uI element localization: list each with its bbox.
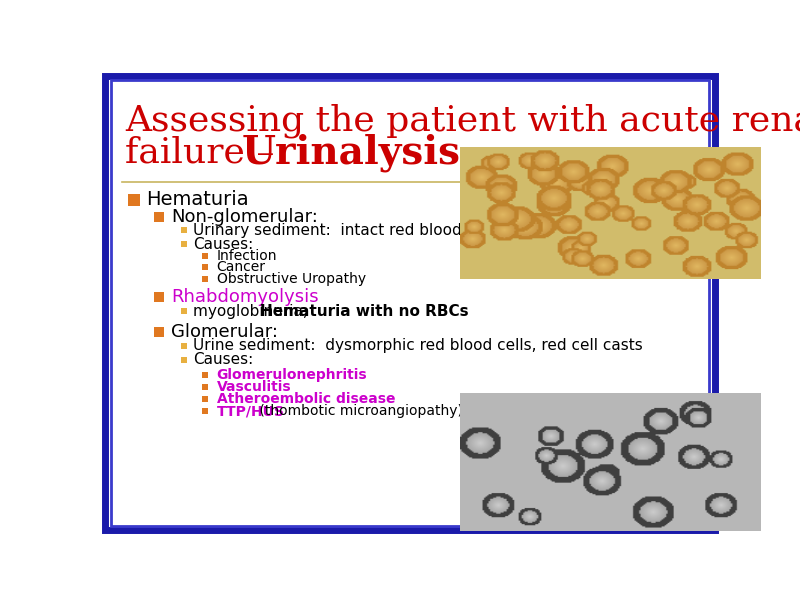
Text: (thombotic microangiopathy): (thombotic microangiopathy) — [255, 404, 463, 418]
Text: myoglobinuria;: myoglobinuria; — [193, 304, 318, 319]
Text: Hematuria with no RBCs: Hematuria with no RBCs — [260, 304, 469, 319]
Text: Urine sediment:  dysmorphic red blood cells, red cell casts: Urine sediment: dysmorphic red blood cel… — [193, 338, 642, 353]
Text: Causes:: Causes: — [193, 237, 254, 252]
Text: Hematuria: Hematuria — [146, 190, 249, 209]
FancyBboxPatch shape — [111, 80, 709, 526]
Text: Causes:: Causes: — [193, 352, 254, 367]
Text: Glomerular:: Glomerular: — [171, 323, 278, 341]
Text: Rhabdomyolysis: Rhabdomyolysis — [171, 289, 319, 307]
Text: Obstructive Uropathy: Obstructive Uropathy — [217, 272, 366, 286]
Text: Cancer: Cancer — [217, 260, 266, 274]
Text: Infection: Infection — [217, 249, 277, 263]
Text: Atheroembolic disease: Atheroembolic disease — [217, 392, 395, 406]
FancyBboxPatch shape — [105, 76, 715, 530]
Text: Non-glomerular:: Non-glomerular: — [171, 208, 318, 226]
Text: Urinalysis: Urinalysis — [242, 134, 460, 172]
Text: TTP/HUS: TTP/HUS — [217, 404, 285, 418]
Text: failure –: failure – — [125, 136, 286, 170]
Text: Glomerulonephritis: Glomerulonephritis — [217, 368, 367, 382]
Text: Assessing the patient with acute renal: Assessing the patient with acute renal — [125, 103, 800, 138]
Text: Urinary sediment:  intact red blood cells: Urinary sediment: intact red blood cells — [193, 223, 501, 238]
Text: Vasculitis: Vasculitis — [217, 380, 291, 394]
